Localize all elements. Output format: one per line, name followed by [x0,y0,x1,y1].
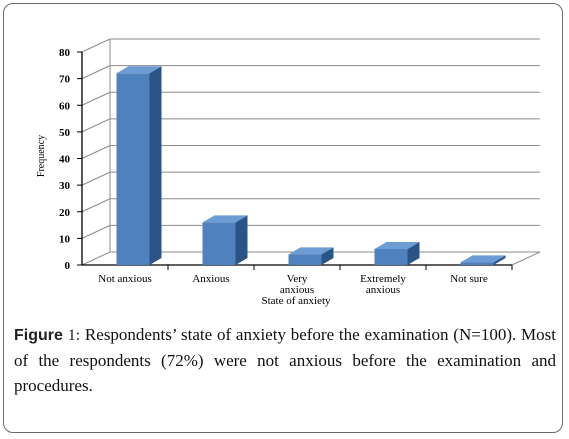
grid-diagonal [81,118,111,133]
bar [202,215,248,265]
bar [374,242,420,265]
caption-text: Respondents’ state of anxiety before the… [14,325,556,395]
chart-gridlines [81,38,540,266]
bar-side [149,66,162,265]
bar-side [235,215,248,265]
bar-front [374,249,408,265]
chart-bars [116,66,506,265]
caption-number: 1: [67,327,81,344]
x-tick-label: Anxious [192,273,229,285]
y-tick-label: 20 [59,207,71,219]
bar-front [288,254,322,265]
bar-top [374,242,420,250]
bar [116,66,162,265]
bar-side [493,255,506,265]
y-tick-label: 10 [59,233,71,245]
grid-diagonal [81,38,111,53]
x-tick-label: Extremely anxious [360,273,406,296]
x-tick-labels: Not anxious Anxious Very anxious Extremely an… [98,273,488,296]
y-tick-label: 40 [59,154,71,166]
y-tick-label: 0 [65,260,71,272]
grid-diagonal [81,224,111,239]
y-tick-label: 80 [59,47,71,59]
grid-diagonal [81,198,111,213]
x-axis-label: State of anxiety [261,295,331,307]
bar-front [460,262,494,265]
bar [460,255,506,265]
figure-caption: Figure 1: Respondents’ state of anxiety … [14,322,556,398]
caption-label: Figure [14,327,63,344]
x-tick-label: Not sure [450,273,488,285]
grid-diagonal [81,145,111,159]
y-tick-label: 60 [59,100,71,112]
bar [288,247,334,265]
y-tick-label: 50 [59,127,71,139]
bar-top [202,215,248,223]
figure-frame [3,3,563,433]
bar-front [202,222,236,265]
grid-diagonal [81,91,111,106]
bar-top [460,255,506,263]
y-tick-labels: 0 10 20 30 40 50 60 70 80 [59,47,71,272]
bar-chart: 0 10 20 30 40 50 60 70 80 Not anxious Anxious Very… [36,38,541,307]
x-tick-label: Not anxious [98,273,151,285]
bar-side [321,247,334,265]
bar-side [407,242,420,265]
x-tick-label: Very anxious [280,273,314,296]
floor-edge [511,251,541,266]
y-tick-label: 70 [59,74,71,86]
bar-top [288,247,334,255]
grid-diagonal [81,171,111,186]
grid-diagonal [81,251,111,266]
grid-diagonal [81,65,111,80]
bar-front [116,73,150,265]
y-axis-label: Frequency [36,135,47,177]
y-tick-label: 30 [59,180,71,192]
bar-top [116,66,162,74]
